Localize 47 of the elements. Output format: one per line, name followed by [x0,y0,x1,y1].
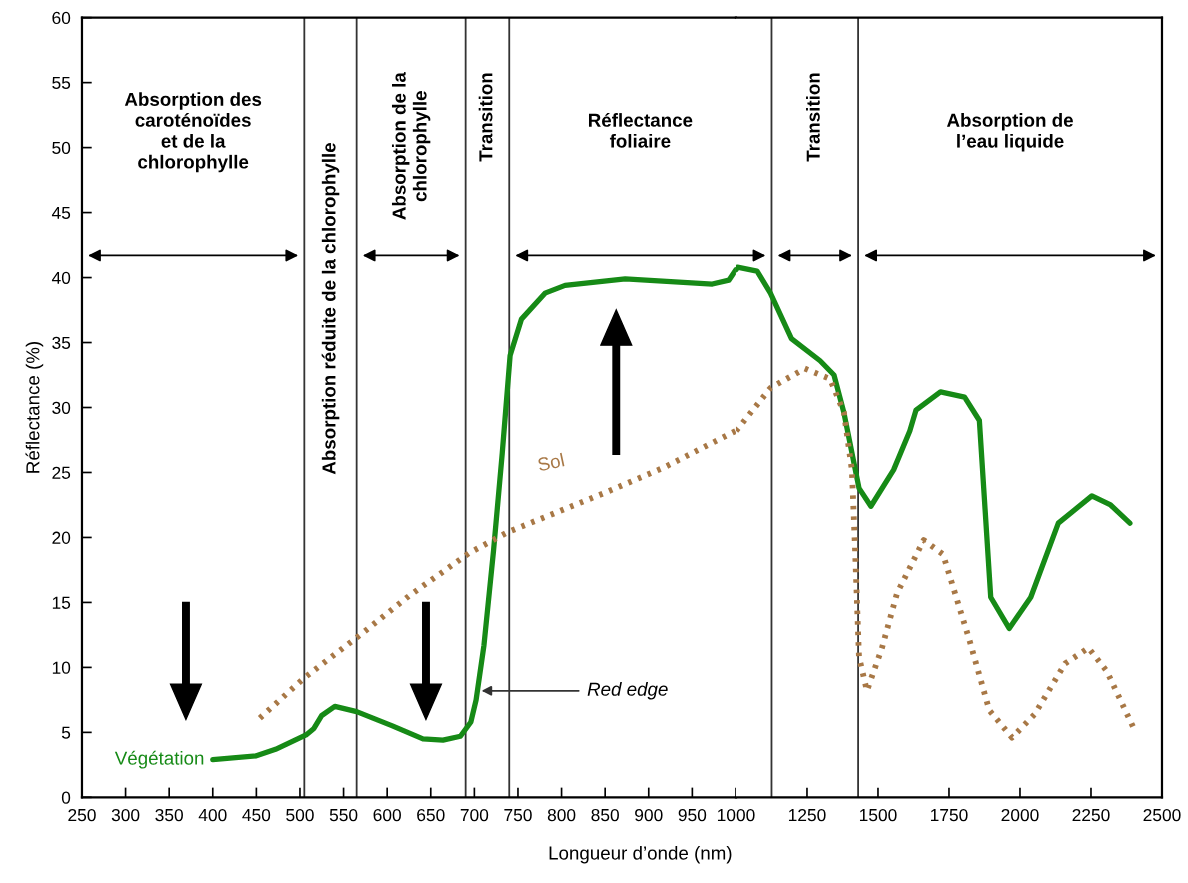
y-tick-label: 25 [52,466,71,479]
x-tick-label: 400 [198,808,227,822]
y-tick-label: 10 [52,661,71,674]
y-tick-label: 60 [52,11,71,25]
annotation: Absorption réduite de la chlorophylle [321,143,340,475]
x-axis-title: Longueur d’onde (nm) [549,845,732,864]
x-tick-label: 1750 [930,808,968,822]
x-tick-label: 900 [635,808,663,822]
x-tick-label: 650 [417,808,445,822]
y-tick-label: 55 [52,76,71,90]
text: Sol [537,452,565,472]
x-tick-label: 750 [504,808,532,822]
y-tick-label: 35 [52,336,71,349]
annotation: Red edge [587,682,668,700]
y-tick-label: 45 [51,206,71,220]
x-tick-label: 700 [460,808,489,822]
x-tick-label: 300 [111,808,140,822]
x-tick-label: 500 [286,808,314,822]
annotation: Absorption de l’eau liquide [946,113,1073,152]
y-tick-label: 40 [51,271,71,285]
x-tick-label: 2250 [1072,808,1110,822]
x-tick-label: 2000 [1001,808,1039,822]
annotation: Transition [806,73,820,162]
annotation: Réflectance foliaire [588,112,693,148]
x-tick-label: 600 [373,808,401,822]
y-tick-label: 15 [52,596,71,609]
annotation: Transition [478,73,493,162]
y-axis-title: Réflectance (%) [25,341,44,473]
x-tick-label: 350 [155,808,183,822]
x-tick-label: 550 [329,808,358,822]
x-tick-label: 250 [68,808,96,822]
x-tick-label: 450 [242,808,271,822]
y-tick-label: 50 [52,141,71,155]
x-tick-label: 950 [678,808,707,822]
annotation: Absorption des caroténoïdes et de la chlorophylle [124,92,262,173]
y-tick-label: 5 [61,726,71,739]
y-tick-label: 0 [61,791,71,804]
x-tick-label: 1250 [788,808,826,822]
series-label: Végétation [114,750,204,769]
annotation: Absorption de la chlorophylle [391,72,431,220]
y-tick-label: 30 [52,401,71,414]
x-tick-label: 2500 [1143,808,1181,822]
x-tick-label: 850 [591,808,619,822]
x-tick-label: 1000 [717,808,755,822]
x-tick-label: 800 [547,808,576,822]
y-tick-label: 20 [52,531,71,544]
x-tick-label: 1500 [859,808,897,822]
